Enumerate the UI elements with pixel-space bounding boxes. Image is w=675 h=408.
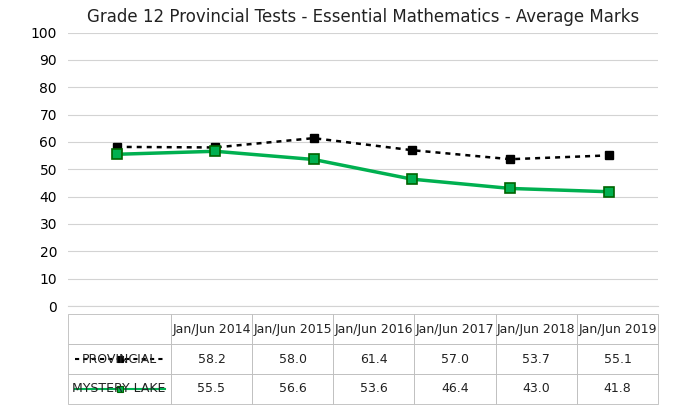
Bar [171,314,252,344]
Bar [333,374,414,404]
Bar [414,314,495,344]
Text: Jan/Jun 2017: Jan/Jun 2017 [416,323,494,336]
Text: 58.0: 58.0 [279,353,306,366]
Text: 61.4: 61.4 [360,353,387,366]
Bar [495,344,577,374]
Bar [252,374,333,404]
Bar [333,344,414,374]
Bar [171,344,252,374]
Bar [577,344,658,374]
Text: Jan/Jun 2014: Jan/Jun 2014 [172,323,250,336]
Text: 57.0: 57.0 [441,353,469,366]
Bar [171,374,252,404]
Bar [333,314,414,344]
Text: 53.6: 53.6 [360,382,387,395]
Bar [68,344,171,374]
Text: Jan/Jun 2016: Jan/Jun 2016 [335,323,413,336]
Text: 58.2: 58.2 [198,353,225,366]
Text: 46.4: 46.4 [441,382,469,395]
Bar [577,314,658,344]
Bar [68,314,171,344]
Text: 41.8: 41.8 [603,382,631,395]
Text: 43.0: 43.0 [522,382,550,395]
Text: 53.7: 53.7 [522,353,550,366]
Text: 56.6: 56.6 [279,382,306,395]
Text: Jan/Jun 2018: Jan/Jun 2018 [497,323,576,336]
Text: Jan/Jun 2015: Jan/Jun 2015 [253,323,332,336]
Bar [252,314,333,344]
Text: 55.1: 55.1 [603,353,631,366]
Bar [252,344,333,374]
Bar [495,314,577,344]
Bar [68,374,171,404]
Text: Jan/Jun 2019: Jan/Jun 2019 [578,323,657,336]
Text: PROVINCIAL: PROVINCIAL [82,353,157,366]
Bar [414,344,495,374]
Bar [577,374,658,404]
Text: 55.5: 55.5 [198,382,225,395]
Text: MYSTERY LAKE: MYSTERY LAKE [72,382,166,395]
Title: Grade 12 Provincial Tests - Essential Mathematics - Average Marks: Grade 12 Provincial Tests - Essential Ma… [86,7,639,26]
Bar [495,374,577,404]
Bar [414,374,495,404]
